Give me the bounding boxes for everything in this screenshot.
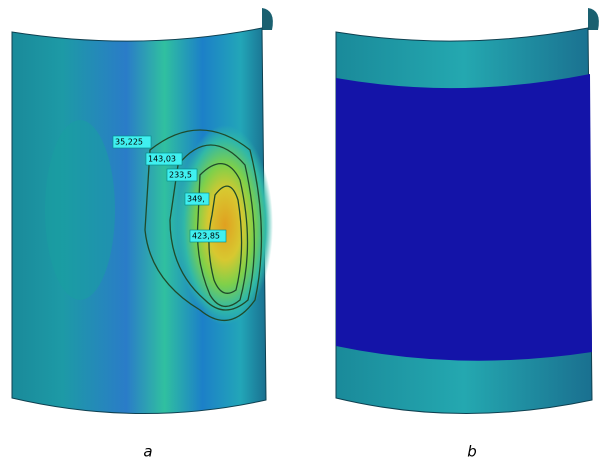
shading — [45, 120, 115, 300]
stress-hotspot — [177, 125, 273, 325]
panel-b: b — [336, 8, 599, 461]
contour-label: 233,5 — [169, 171, 192, 180]
panel-a: 35,225 143,03 233,5 349, 423,85 a — [12, 8, 273, 461]
caption: a — [143, 443, 152, 461]
contour-label: 35,225 — [115, 138, 143, 147]
figure: 35,225 143,03 233,5 349, 423,85 a b — [0, 0, 605, 467]
reinforcement-band — [336, 74, 592, 361]
shell-rim — [588, 8, 599, 30]
contour-label: 423,85 — [192, 232, 220, 241]
contour-label: 143,03 — [148, 155, 176, 164]
shell-rim — [262, 8, 273, 30]
caption: b — [467, 443, 477, 461]
contour-label: 349, — [187, 195, 205, 204]
